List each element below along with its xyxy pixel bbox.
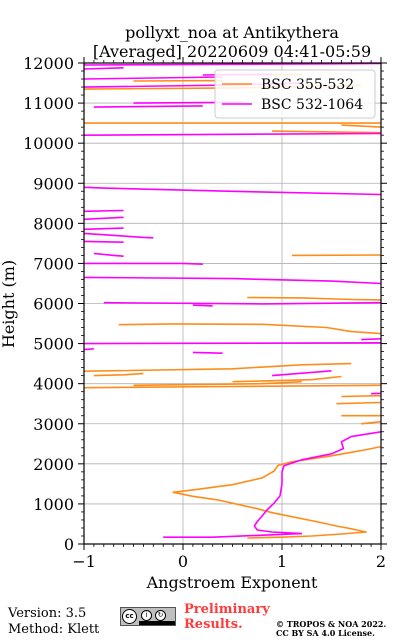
- method-text: Method: Klett: [8, 622, 100, 637]
- series-line-segment: [84, 227, 124, 231]
- series-line-segment: [232, 375, 342, 383]
- y-tick-label: 7000: [33, 254, 74, 273]
- legend-label-bsc-532-1064: BSC 532-1064: [261, 97, 363, 113]
- series-line-segment: [84, 232, 154, 239]
- series-line-segment: [192, 304, 213, 307]
- legend-label-bsc-355-532: BSC 355-532: [261, 77, 354, 93]
- preliminary-notice: Preliminary Results.: [184, 602, 270, 632]
- series-line-segment: [84, 132, 381, 136]
- series-line-segment: [93, 105, 203, 108]
- copyright-notice: © TROPOS & NOA 2022. CC BY SA 4.0 Licens…: [276, 620, 386, 638]
- series-line-segment: [84, 384, 381, 389]
- y-tick-label: 11000: [23, 94, 74, 113]
- series-line-segment: [341, 124, 381, 128]
- series-line-segment: [84, 216, 124, 221]
- y-tick-label: 5000: [33, 335, 74, 354]
- axis-ticks: −1 0 1 201000200030004000500060007000800090…: [23, 54, 387, 571]
- series-line-segment: [163, 532, 302, 539]
- series-line-segment: [84, 209, 124, 213]
- series-line-segment: [361, 338, 381, 341]
- series-line-segment: [84, 240, 124, 243]
- series-line-segment: [84, 262, 203, 265]
- series-line-segment: [84, 341, 381, 345]
- legend: BSC 355-532 BSC 532-1064: [214, 69, 376, 119]
- x-tick-label: 0: [178, 552, 188, 571]
- series-line-segment: [192, 351, 223, 354]
- copyright-line-2: CC BY SA 4.0 License.: [276, 628, 375, 638]
- chart-title: pollyxt_noa at Antikythera: [125, 23, 339, 42]
- series-line-segment: [84, 276, 381, 285]
- series-line-segment: [84, 362, 352, 372]
- series-line-segment: [361, 420, 381, 425]
- series-line-segment: [253, 431, 381, 535]
- series-line-segment: [84, 76, 223, 80]
- series-bsc-532-1064: [84, 63, 381, 539]
- cc-circle-icon: cc: [122, 609, 137, 624]
- y-tick-label: 6000: [33, 295, 74, 314]
- y-tick-label: 9000: [33, 174, 74, 193]
- legend-box: [214, 69, 376, 119]
- x-tick-label: 1: [277, 552, 287, 571]
- x-tick-label: −1: [72, 552, 96, 571]
- series-line-segment: [272, 130, 381, 134]
- preliminary-line-2: Results.: [184, 617, 243, 632]
- y-tick-label: 4000: [33, 375, 74, 394]
- version-info: Version: 3.5 Method: Klett: [8, 606, 99, 638]
- y-tick-label: 8000: [33, 214, 74, 233]
- y-tick-label: 2000: [33, 455, 74, 474]
- series-line-segment: [247, 296, 381, 301]
- series-line-segment: [103, 301, 381, 305]
- share-alike-icon: ↻: [155, 610, 166, 621]
- series-line-segment: [84, 63, 381, 66]
- series-line-segment: [93, 252, 124, 257]
- y-tick-label: 12000: [23, 54, 74, 73]
- y-axis-title: Height (m): [0, 260, 18, 348]
- series-line-segment: [84, 67, 124, 70]
- series-line-segment: [341, 394, 381, 398]
- series-line-segment: [84, 348, 94, 351]
- series-line-segment: [172, 445, 381, 539]
- copyright-line-1: © TROPOS & NOA 2022.: [276, 619, 387, 629]
- attribution-icon: i: [141, 610, 152, 621]
- chart-subtitle: [Averaged] 20220609 04:41-05:59: [93, 42, 371, 61]
- preliminary-line-1: Preliminary: [184, 602, 270, 617]
- y-tick-label: 10000: [23, 134, 74, 153]
- series-line-segment: [118, 323, 381, 335]
- series-line-segment: [336, 401, 381, 405]
- y-tick-label: 3000: [33, 415, 74, 434]
- plot-area: [84, 63, 381, 539]
- series-line-segment: [133, 380, 302, 387]
- version-text: Version: 3.5: [8, 606, 87, 621]
- series-line-segment: [84, 186, 381, 196]
- cc-strip: [139, 621, 175, 625]
- x-axis-title: Angstroem Exponent: [146, 573, 318, 592]
- y-tick-label: 1000: [33, 495, 74, 514]
- series-bsc-355-532: [84, 73, 381, 539]
- series-line-segment: [272, 370, 332, 377]
- y-tick-label: 0: [64, 535, 74, 554]
- x-tick-label: 2: [376, 552, 386, 571]
- series-line-segment: [93, 372, 144, 377]
- cc-license-badge-icon: cc i ↻: [120, 607, 176, 626]
